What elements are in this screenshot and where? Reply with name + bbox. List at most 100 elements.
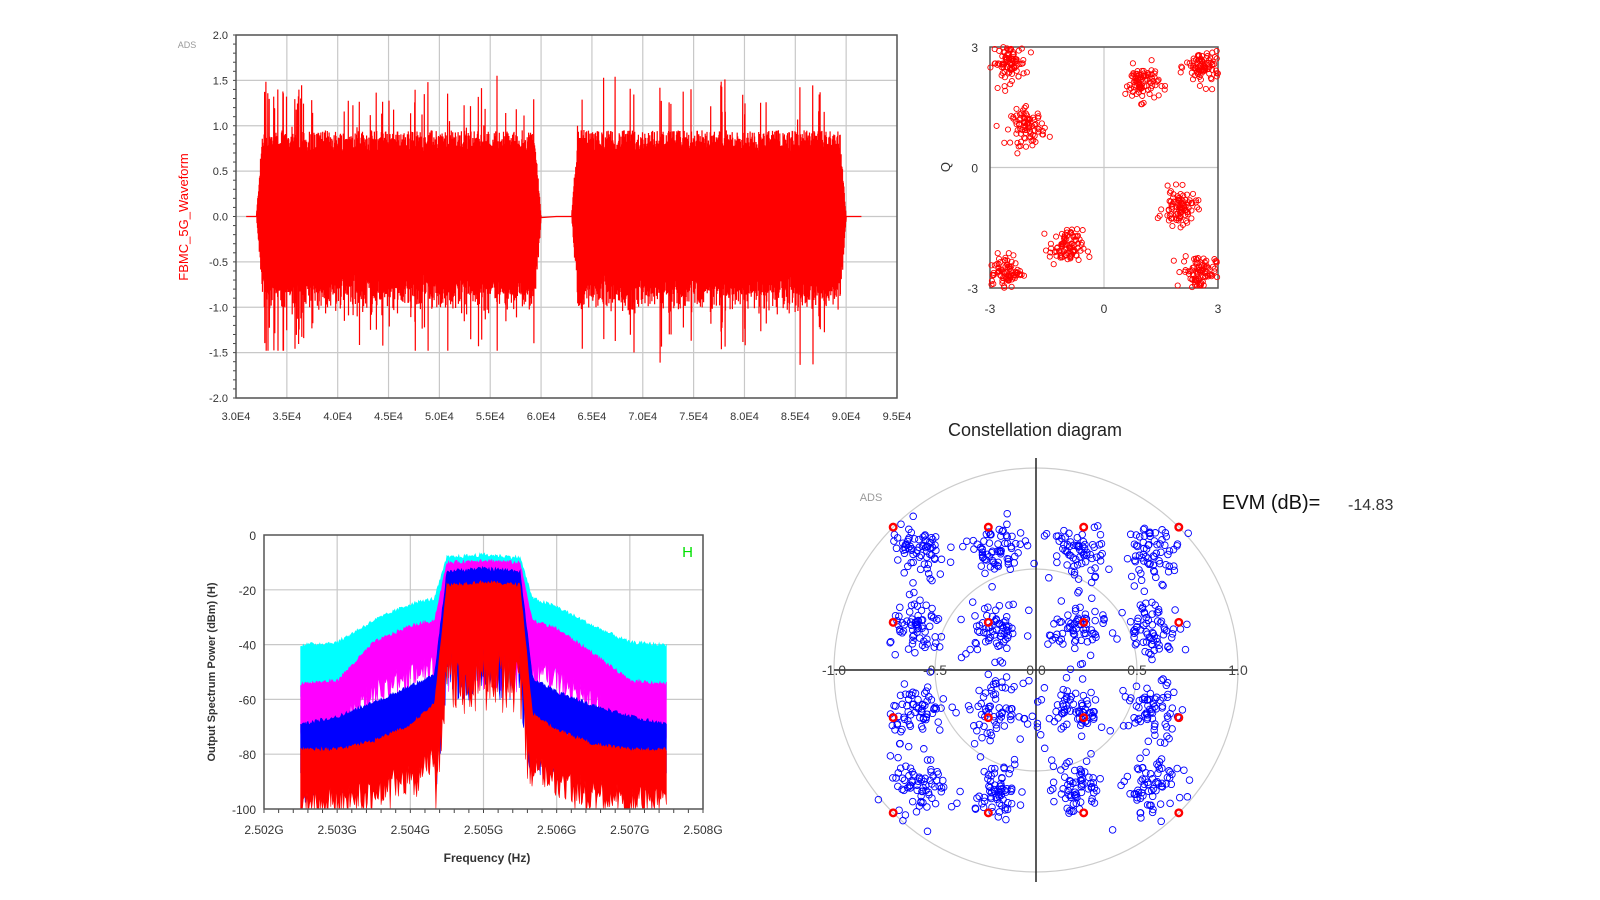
measured-symbol bbox=[1149, 785, 1158, 793]
measured-symbol bbox=[920, 560, 929, 568]
measured-symbol bbox=[1173, 764, 1181, 773]
iq-point bbox=[1122, 90, 1129, 97]
measured-symbol bbox=[914, 611, 922, 620]
measured-symbol bbox=[905, 608, 914, 616]
measured-symbol bbox=[1140, 557, 1148, 565]
measured-symbol bbox=[952, 708, 960, 717]
measured-symbol bbox=[1121, 693, 1130, 701]
x-tick-label: 4.0E4 bbox=[323, 411, 352, 423]
iq-point bbox=[1146, 78, 1153, 85]
measured-symbol bbox=[1070, 791, 1079, 799]
iq-point bbox=[1062, 234, 1069, 242]
measured-symbol bbox=[1136, 626, 1145, 634]
measured-symbol bbox=[1065, 776, 1074, 785]
measured-symbol bbox=[987, 731, 996, 740]
measured-symbol bbox=[988, 583, 996, 591]
iq-point bbox=[1153, 78, 1160, 85]
measured-symbol bbox=[923, 756, 932, 764]
iq-point bbox=[1154, 215, 1161, 222]
measured-symbol bbox=[1050, 717, 1059, 726]
measured-symbol bbox=[904, 645, 913, 653]
measured-symbol bbox=[1073, 793, 1081, 802]
measured-symbol bbox=[1057, 725, 1065, 733]
measured-symbol bbox=[1156, 738, 1165, 747]
measured-symbol bbox=[1036, 731, 1045, 739]
iq-point bbox=[1046, 253, 1053, 260]
measured-symbol bbox=[922, 713, 930, 722]
measured-symbol bbox=[1091, 607, 1099, 616]
iq-point bbox=[994, 84, 1001, 92]
iq-point bbox=[1167, 188, 1174, 195]
measured-symbol bbox=[1079, 779, 1087, 788]
measured-symbol bbox=[898, 725, 906, 734]
measured-symbol bbox=[1044, 640, 1052, 648]
measured-symbol bbox=[964, 702, 973, 710]
iq-point bbox=[993, 122, 1000, 129]
measured-symbol bbox=[1060, 526, 1068, 535]
measured-symbol bbox=[1072, 799, 1081, 808]
iq-point bbox=[1207, 74, 1214, 82]
measured-symbol bbox=[1005, 622, 1013, 631]
measured-symbol bbox=[1089, 774, 1097, 782]
y-tick-label: -1.0 bbox=[209, 302, 228, 314]
iq-point bbox=[1063, 226, 1070, 233]
polar-tick-label: -0.5 bbox=[923, 662, 947, 678]
measured-symbol bbox=[1134, 788, 1143, 797]
iq-point bbox=[1017, 115, 1024, 122]
iq-point bbox=[1080, 245, 1087, 252]
measured-symbol bbox=[1145, 560, 1153, 569]
measured-symbol bbox=[1148, 705, 1156, 713]
x-tick-label: -3 bbox=[985, 302, 996, 316]
measured-symbol bbox=[991, 658, 999, 667]
measured-symbol bbox=[993, 795, 1001, 803]
measured-symbol bbox=[1049, 762, 1058, 771]
measured-symbol bbox=[1076, 765, 1084, 774]
iq-point bbox=[1004, 264, 1011, 271]
measured-symbol bbox=[915, 773, 923, 781]
measured-symbol bbox=[920, 745, 928, 753]
iq-point bbox=[1199, 267, 1206, 274]
measured-symbol bbox=[1005, 601, 1013, 609]
measured-symbol bbox=[971, 612, 979, 620]
iq-point bbox=[1022, 110, 1030, 117]
plot-frame bbox=[263, 534, 704, 810]
iq-point bbox=[1008, 55, 1015, 62]
measured-symbol bbox=[912, 808, 921, 816]
measured-symbol bbox=[969, 536, 978, 545]
measured-symbol bbox=[916, 565, 925, 574]
measured-symbol bbox=[1131, 625, 1139, 634]
measured-symbol bbox=[1078, 659, 1087, 668]
iq-point bbox=[1008, 283, 1015, 290]
measured-symbol bbox=[975, 686, 983, 695]
iq-point bbox=[989, 271, 996, 278]
measured-symbol bbox=[928, 576, 936, 585]
measured-symbol bbox=[978, 548, 987, 557]
measured-symbol bbox=[1143, 711, 1151, 719]
iq-point bbox=[1201, 63, 1208, 70]
iq-point bbox=[1014, 150, 1021, 157]
measured-symbol bbox=[956, 787, 964, 796]
x-tick-label: 2.506G bbox=[537, 823, 576, 837]
measured-symbol bbox=[901, 811, 910, 819]
measured-symbol bbox=[1014, 549, 1022, 557]
iq-point bbox=[1183, 207, 1190, 214]
iq-point bbox=[1146, 71, 1153, 78]
measured-symbol bbox=[1008, 711, 1016, 719]
iq-point bbox=[1172, 181, 1180, 188]
measured-symbol bbox=[918, 542, 927, 551]
measured-symbol bbox=[1175, 793, 1184, 802]
measured-symbol bbox=[913, 628, 921, 636]
measured-symbol bbox=[1033, 698, 1042, 706]
iq-point bbox=[1011, 275, 1018, 282]
iq-point bbox=[1014, 127, 1021, 134]
measured-symbol bbox=[924, 560, 933, 569]
measured-symbol bbox=[1133, 764, 1142, 773]
iq-point bbox=[1196, 82, 1203, 89]
iq-point bbox=[1008, 77, 1015, 85]
iq-point bbox=[999, 280, 1006, 287]
iq-point bbox=[1004, 257, 1011, 264]
iq-point bbox=[1189, 284, 1196, 291]
measured-symbol bbox=[1081, 610, 1090, 618]
measured-symbol bbox=[1040, 744, 1049, 753]
iq-point bbox=[1176, 269, 1183, 276]
